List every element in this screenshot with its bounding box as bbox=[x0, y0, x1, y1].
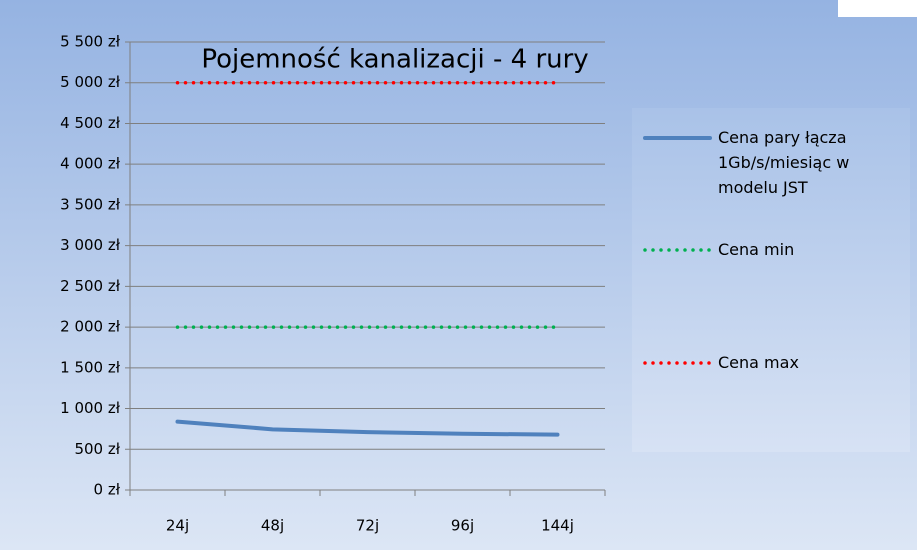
legend-label: Cena max bbox=[718, 353, 799, 372]
x-tick-label: 96j bbox=[451, 517, 474, 535]
y-tick-label: 5 500 zł bbox=[60, 33, 121, 51]
x-tick-label: 144j bbox=[541, 517, 574, 535]
corner bbox=[838, 0, 917, 17]
x-tick-label: 24j bbox=[166, 517, 189, 535]
y-tick-label: 3 000 zł bbox=[60, 236, 121, 254]
legend-box bbox=[632, 108, 910, 452]
legend-label: Cena pary łącza 1Gb/s/miesiąc w modelu J… bbox=[718, 128, 850, 197]
chart-title: Pojemność kanalizacji - 4 rury bbox=[201, 45, 588, 75]
y-tick-label: 4 000 zł bbox=[60, 155, 121, 173]
y-tick-label: 1 500 zł bbox=[60, 358, 121, 376]
y-tick-label: 2 500 zł bbox=[60, 277, 121, 295]
x-tick-label: 48j bbox=[261, 517, 284, 535]
series-line bbox=[175, 419, 560, 437]
y-tick-label: 500 zł bbox=[74, 440, 120, 458]
y-tick-label: 4 500 zł bbox=[60, 114, 121, 132]
y-tick-label: 3 500 zł bbox=[60, 195, 121, 213]
y-tick-label: 0 zł bbox=[94, 481, 121, 499]
x-tick-label: 72j bbox=[356, 517, 379, 535]
legend-label: Cena min bbox=[718, 240, 795, 259]
y-tick-label: 1 000 zł bbox=[60, 399, 121, 417]
y-tick-label: 2 000 zł bbox=[60, 318, 121, 336]
y-tick-label: 5 000 zł bbox=[60, 73, 121, 91]
